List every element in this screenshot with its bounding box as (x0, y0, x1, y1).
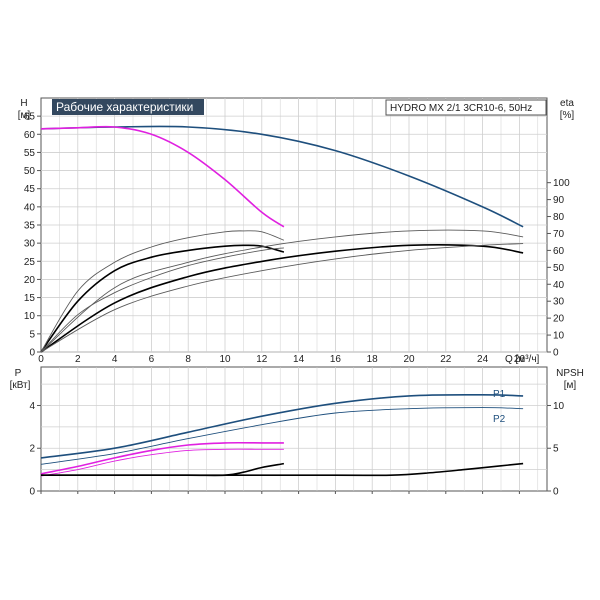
y2-tick-label: 40 (553, 280, 565, 291)
x-axis-label: Q [м³/ч] (505, 354, 540, 365)
x-tick-label: 4 (112, 354, 118, 365)
npsh-tick-label: 0 (553, 487, 559, 498)
y-tick-label: 20 (24, 275, 36, 286)
y2-tick-label: 90 (553, 195, 565, 206)
x-tick-label: 8 (185, 354, 191, 365)
curve-power (40, 393, 524, 459)
y2-tick-label: 10 (553, 331, 565, 342)
x-tick-label: 24 (477, 354, 489, 365)
y2-tick-label: 60 (553, 246, 565, 257)
p-tick-label: 4 (29, 401, 35, 412)
curve-eta-thin (40, 247, 284, 353)
y-tick-label: 30 (24, 239, 36, 250)
y-tick-label: 45 (24, 184, 36, 195)
x-tick-label: 0 (38, 354, 44, 365)
y2-label-eta: eta (560, 98, 574, 109)
top-grid (41, 98, 547, 353)
y-tick-label: 25 (24, 257, 36, 268)
curve-head-magenta (40, 125, 285, 228)
curve-power-magenta (40, 441, 284, 475)
top-ticks: 0 2 4 6 8 10 12 14 16 18 20 22 24 2605101520253035404… (24, 112, 570, 365)
x-tick-label: 12 (256, 354, 268, 365)
bottom-panel-frame (40, 366, 548, 492)
bottom-curves (40, 393, 524, 477)
x-tick-label: 26 (514, 354, 526, 365)
bottom-ticks: 0 2 4 0 5 10 (29, 401, 564, 498)
y-tick-label: 15 (24, 293, 36, 304)
title-box (52, 99, 204, 115)
y-label-h: H (20, 98, 27, 109)
curve-eta-thin (40, 229, 524, 353)
y2-tick-label: 20 (553, 314, 565, 325)
curve-eta-black (40, 244, 285, 353)
curve-power-thin (40, 407, 524, 465)
y2-tick-label: 70 (553, 229, 565, 240)
y-tick-label: 65 (24, 112, 36, 123)
model-label: HYDRO MX 2/1 3CR10-6, 50Hz (390, 103, 532, 114)
x-tick-label: 18 (367, 354, 379, 365)
y-tick-label: 60 (24, 130, 36, 141)
curve-power-magenta-thin (40, 448, 284, 477)
x-tick-label: 6 (149, 354, 155, 365)
y-tick-label: 35 (24, 221, 36, 232)
y-tick-label: 50 (24, 166, 36, 177)
npsh-tick-label: 10 (553, 401, 565, 412)
y-tick-label: 5 (29, 329, 35, 340)
curve-eta-thin (40, 243, 524, 353)
x-tick-label: 10 (219, 354, 231, 365)
bottom-grid (41, 367, 547, 491)
y2-label-npsh: NPSH (556, 368, 584, 379)
y2-tick-label: 50 (553, 263, 565, 274)
y-label-p-unit: [кВт] (10, 380, 31, 391)
y-label-p: P (15, 368, 22, 379)
curve-eta-black (40, 244, 524, 353)
legend-p1: P1 (493, 389, 506, 400)
chart-title: Рабочие характеристики (56, 100, 193, 114)
x-tick-label: 20 (403, 354, 415, 365)
x-tick-label: 22 (440, 354, 452, 365)
x-tick-label: 16 (330, 354, 342, 365)
y2-tick-label: 100 (553, 178, 570, 189)
x-tick-label: 2 (75, 354, 81, 365)
curve-npsh (41, 462, 524, 477)
y-label-h-unit: [м] (18, 110, 31, 121)
y2-label-eta-unit: [%] (560, 110, 575, 121)
p-tick-label: 0 (29, 487, 35, 498)
model-box (385, 99, 547, 116)
y-tick-label: 55 (24, 148, 36, 159)
x-tick-label: 14 (293, 354, 305, 365)
y2-tick-label: 0 (553, 348, 559, 359)
y-tick-label: 0 (29, 348, 35, 359)
npsh-tick-label: 5 (553, 444, 559, 455)
y2-tick-label: 30 (553, 297, 565, 308)
legend-p2: P2 (493, 414, 506, 425)
y-tick-label: 40 (24, 202, 36, 213)
y-tick-label: 10 (24, 311, 36, 322)
curve-eta-thin (40, 230, 285, 353)
y2-tick-label: 80 (553, 212, 565, 223)
p-tick-label: 2 (29, 444, 35, 455)
top-curves (40, 125, 524, 353)
y2-label-npsh-unit: [м] (564, 380, 577, 391)
